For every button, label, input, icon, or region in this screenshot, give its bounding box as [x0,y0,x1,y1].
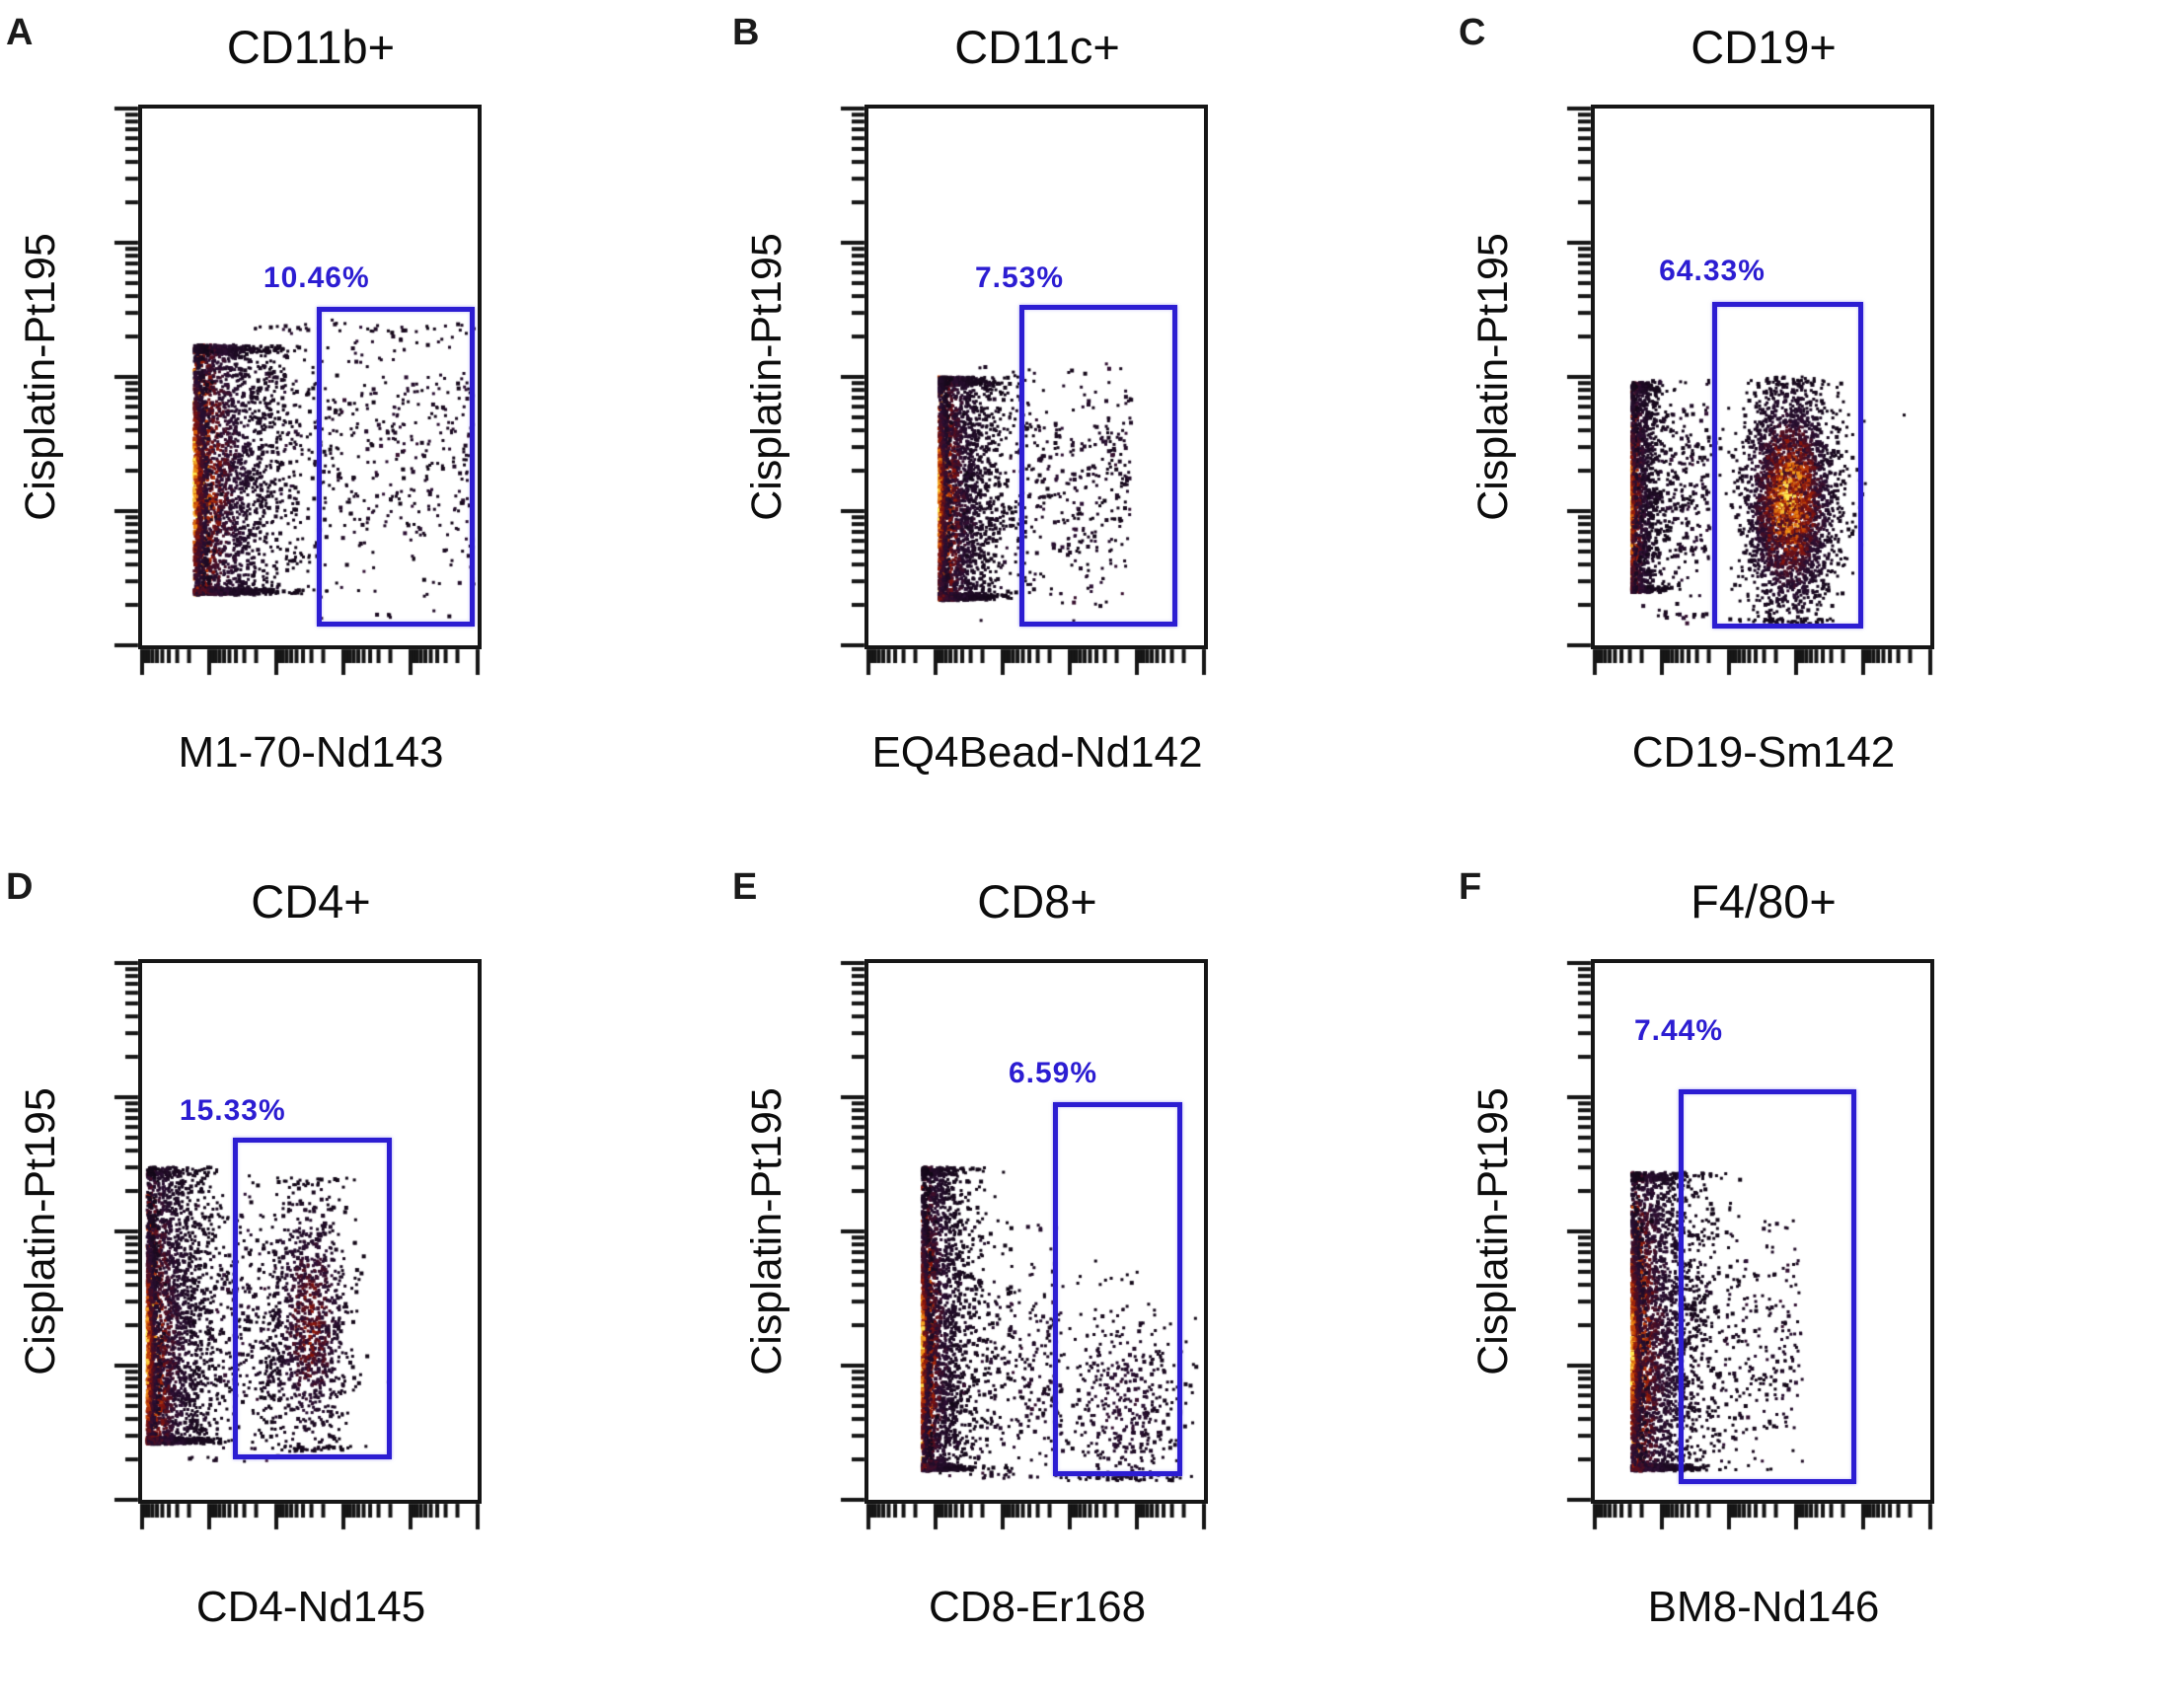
panel-letter: D [6,866,34,908]
y-axis-label: Cisplatin-Pt195 [17,233,64,521]
plot-frame [1591,105,1934,649]
plot-title: CD4+ [251,875,371,928]
x-axis-label: BM8-Nd146 [1647,1583,1880,1631]
plot-frame [138,959,482,1504]
gate-percentage: 10.46% [263,261,370,295]
panel-f: F F4/80+ Cisplatin-Pt195 7.44% BM8-Nd146 [1453,854,2179,1708]
panel-letter: E [732,866,758,908]
x-axis-label: CD19-Sm142 [1631,728,1896,777]
panel-letter: F [1459,866,1482,908]
x-axis-label: CD4-Nd145 [195,1583,426,1631]
gate-rectangle [1679,1088,1857,1484]
panel-letter: B [732,12,760,53]
panel-e: E CD8+ Cisplatin-Pt195 6.59% CD8-Er168 [726,854,1453,1708]
plot-frame [138,105,482,649]
scatter-plot-canvas [726,0,1453,854]
scatter-plot-canvas [726,854,1453,1708]
gate-percentage: 7.53% [974,260,1065,294]
y-axis-label: Cisplatin-Pt195 [743,233,790,521]
plot-title: F4/80+ [1691,875,1837,928]
panel-c: C CD19+ Cisplatin-Pt195 64.33% CD19-Sm14… [1453,0,2179,854]
gate-percentage: 6.59% [1008,1057,1098,1090]
plot-frame [1591,959,1934,1504]
x-axis-label: CD8-Er168 [928,1583,1147,1631]
plot-title: CD8+ [977,875,1097,928]
gate-percentage: 15.33% [179,1093,286,1127]
plot-title: CD11c+ [954,21,1120,73]
gate-percentage: 7.44% [1633,1013,1724,1047]
y-axis-label: Cisplatin-Pt195 [1469,1087,1517,1375]
gate-rectangle [316,307,475,627]
x-axis-label: M1-70-Nd143 [178,728,444,777]
y-axis-label: Cisplatin-Pt195 [1469,233,1517,521]
gate-rectangle [1053,1102,1182,1476]
gate-rectangle [1712,301,1863,629]
panel-b: B CD11c+ Cisplatin-Pt195 7.53% EQ4Bead-N… [726,0,1453,854]
scatter-plot-canvas [0,854,726,1708]
scatter-plot-canvas [0,0,726,854]
panel-a: A CD11b+ Cisplatin-Pt195 10.46% M1-70-Nd… [0,0,726,854]
panel-letter: A [6,12,34,53]
gate-rectangle [232,1137,393,1460]
x-axis-label: EQ4Bead-Nd142 [871,728,1203,777]
plot-frame [864,105,1208,649]
panel-d: D CD4+ Cisplatin-Pt195 15.33% CD4-Nd145 [0,854,726,1708]
gate-percentage: 64.33% [1659,254,1766,287]
y-axis-label: Cisplatin-Pt195 [17,1087,64,1375]
y-axis-label: Cisplatin-Pt195 [743,1087,790,1375]
gate-rectangle [1019,304,1177,627]
plot-title: CD11b+ [226,21,396,73]
plot-title: CD19+ [1691,21,1837,73]
plot-frame [864,959,1208,1504]
scatter-plot-canvas [1453,854,2179,1708]
scatter-plot-canvas [1453,0,2179,854]
panel-letter: C [1459,12,1486,53]
